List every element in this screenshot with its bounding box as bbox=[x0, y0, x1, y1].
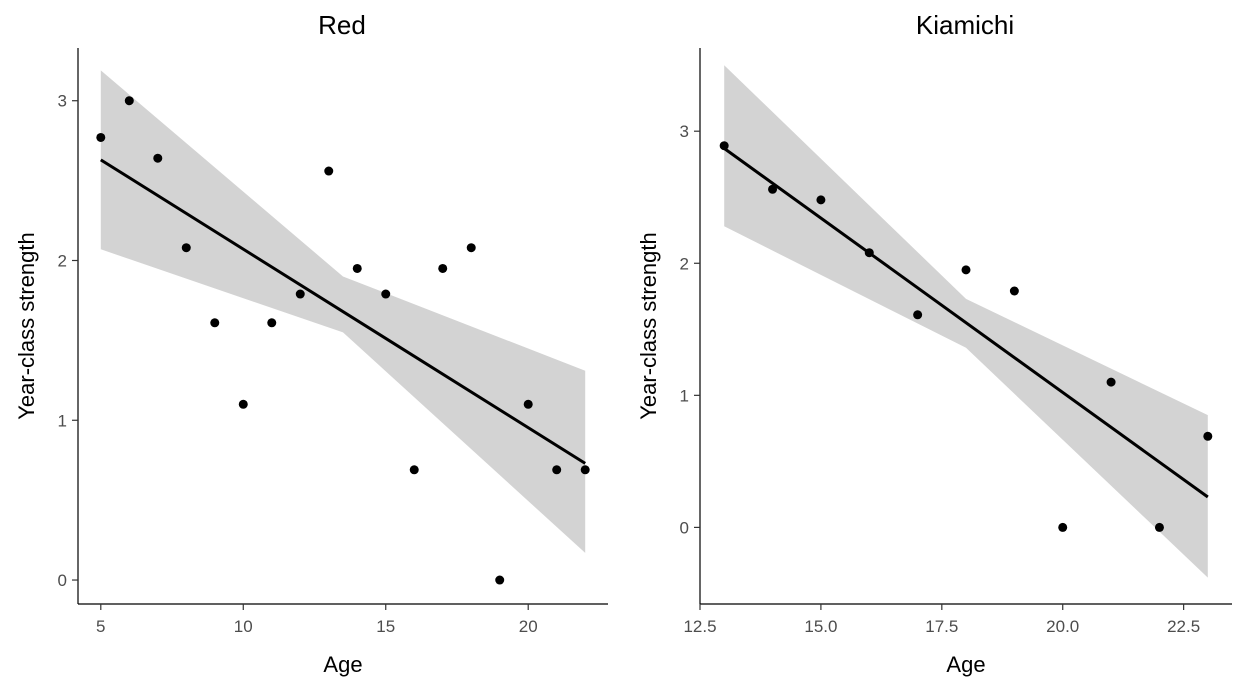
data-point bbox=[495, 575, 505, 585]
y-tick-label: 2 bbox=[680, 254, 689, 273]
data-point bbox=[913, 310, 923, 320]
y-tick-label: 1 bbox=[58, 411, 67, 430]
x-tick-label: 17.5 bbox=[925, 617, 958, 636]
data-point bbox=[238, 399, 248, 409]
x-axis-title: Age bbox=[323, 652, 362, 677]
data-point bbox=[438, 263, 448, 273]
chart-title: Kiamichi bbox=[916, 10, 1014, 40]
data-point bbox=[1154, 522, 1164, 532]
data-point bbox=[324, 166, 334, 176]
x-tick-label: 12.5 bbox=[683, 617, 716, 636]
data-point bbox=[552, 465, 562, 475]
y-tick-label: 2 bbox=[58, 251, 67, 270]
x-tick-label: 15 bbox=[376, 617, 395, 636]
data-point bbox=[210, 318, 220, 328]
data-point bbox=[1009, 286, 1019, 296]
y-axis-title: Year-class strength bbox=[636, 232, 661, 420]
fit-line bbox=[99, 158, 587, 465]
data-point bbox=[96, 132, 106, 142]
data-point bbox=[768, 184, 778, 194]
chart-red-svg: 5 10 15 20 0 1 2 3 Red Age Year-class strength bbox=[14, 10, 608, 677]
chart-red: 5 10 15 20 0 1 2 3 Red Age Year-class strength bbox=[0, 0, 615, 687]
data-point bbox=[181, 243, 191, 253]
fit-line bbox=[723, 147, 1209, 499]
x-tick-label: 20 bbox=[519, 617, 538, 636]
x-tick-label: 15.0 bbox=[804, 617, 837, 636]
y-tick-label: 3 bbox=[58, 92, 67, 111]
data-point bbox=[466, 243, 476, 253]
y-tick-label: 3 bbox=[680, 122, 689, 141]
x-tick-label: 20.0 bbox=[1046, 617, 1079, 636]
data-point bbox=[523, 399, 533, 409]
x-tick-label: 10 bbox=[234, 617, 253, 636]
chart-kiamichi: 12.5 15.0 17.5 20.0 22.5 0 1 2 3 Kiamichi Age Year-… bbox=[620, 0, 1235, 687]
data-point bbox=[961, 265, 971, 275]
data-point bbox=[267, 318, 277, 328]
data-point bbox=[1058, 522, 1068, 532]
x-axis-title: Age bbox=[946, 652, 985, 677]
data-point bbox=[295, 289, 305, 299]
y-axis-title: Year-class strength bbox=[14, 232, 39, 420]
data-point bbox=[352, 263, 362, 273]
x-tick-label: 5 bbox=[96, 617, 105, 636]
data-point bbox=[816, 195, 826, 205]
data-point bbox=[1203, 431, 1213, 441]
data-point bbox=[124, 96, 134, 106]
y-tick-label: 0 bbox=[58, 571, 67, 590]
y-tick-label: 1 bbox=[680, 386, 689, 405]
data-point bbox=[1106, 377, 1116, 387]
data-point bbox=[864, 248, 874, 258]
x-tick-label: 22.5 bbox=[1167, 617, 1200, 636]
data-point bbox=[580, 465, 590, 475]
chart-kiamichi-svg: 12.5 15.0 17.5 20.0 22.5 0 1 2 3 Kiamichi Age Year-… bbox=[636, 10, 1232, 677]
y-tick-label: 0 bbox=[680, 518, 689, 537]
data-point bbox=[409, 465, 419, 475]
chart-title: Red bbox=[318, 10, 366, 40]
data-point bbox=[381, 289, 391, 299]
data-point bbox=[153, 153, 163, 163]
data-point bbox=[719, 141, 729, 151]
